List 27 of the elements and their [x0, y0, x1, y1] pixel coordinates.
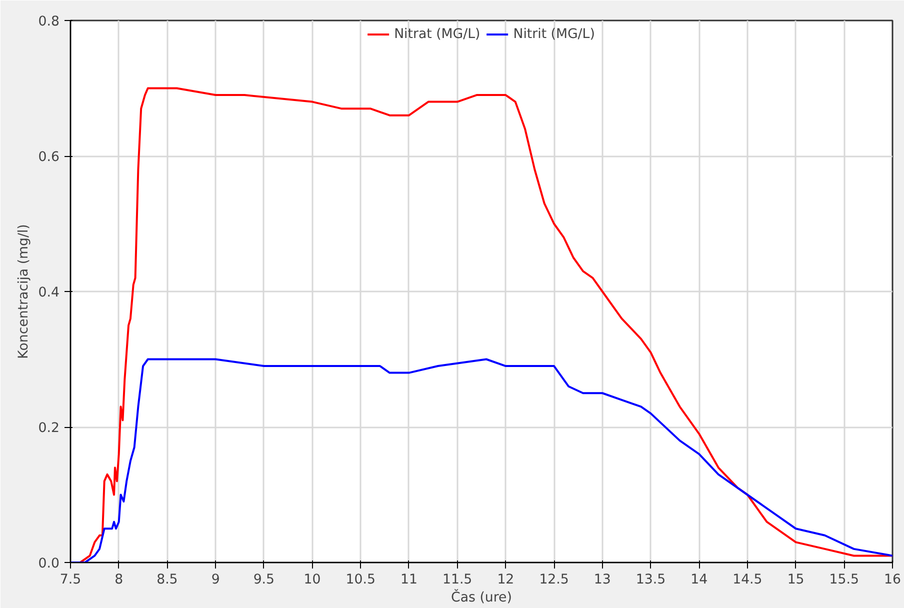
x-tick-label: 8.5	[156, 572, 178, 588]
x-tick-label: 13	[594, 572, 611, 588]
x-tick-label: 14.5	[732, 572, 762, 588]
y-tick-label: 0.4	[38, 286, 60, 300]
x-tick-label: 11	[400, 572, 418, 588]
x-tick-label: 11.5	[442, 572, 472, 588]
y-tick-label: 0.2	[38, 421, 60, 436]
x-tick-label: 9	[211, 572, 220, 588]
x-tick-label: 15.5	[829, 572, 859, 588]
x-tick-label: 13.5	[636, 572, 666, 588]
y-tick-label: 0.8	[38, 14, 60, 30]
y-axis-title: Koncentracija (mg/l)	[16, 224, 32, 359]
x-tick-label: 12.5	[539, 572, 569, 588]
y-tick-label: 0.6	[38, 150, 60, 165]
legend-label: Nitrat (MG/L)	[394, 26, 480, 42]
legend-label: Nitrit (MG/L)	[513, 26, 595, 42]
x-tick-label: 8	[114, 572, 124, 588]
x-tick-label: 16	[884, 572, 901, 588]
x-tick-label: 14	[690, 572, 708, 588]
x-tick-label: 9.5	[253, 572, 275, 588]
x-tick-label: 12	[497, 572, 514, 588]
x-axis-title: Čas (ure)	[451, 588, 512, 606]
y-tick-label: 0.0	[38, 556, 60, 572]
x-tick-label: 10.5	[346, 572, 376, 588]
x-tick-label: 15	[787, 572, 804, 588]
x-tick-label: 10	[304, 572, 321, 588]
x-tick-label: 7.5	[60, 572, 82, 588]
